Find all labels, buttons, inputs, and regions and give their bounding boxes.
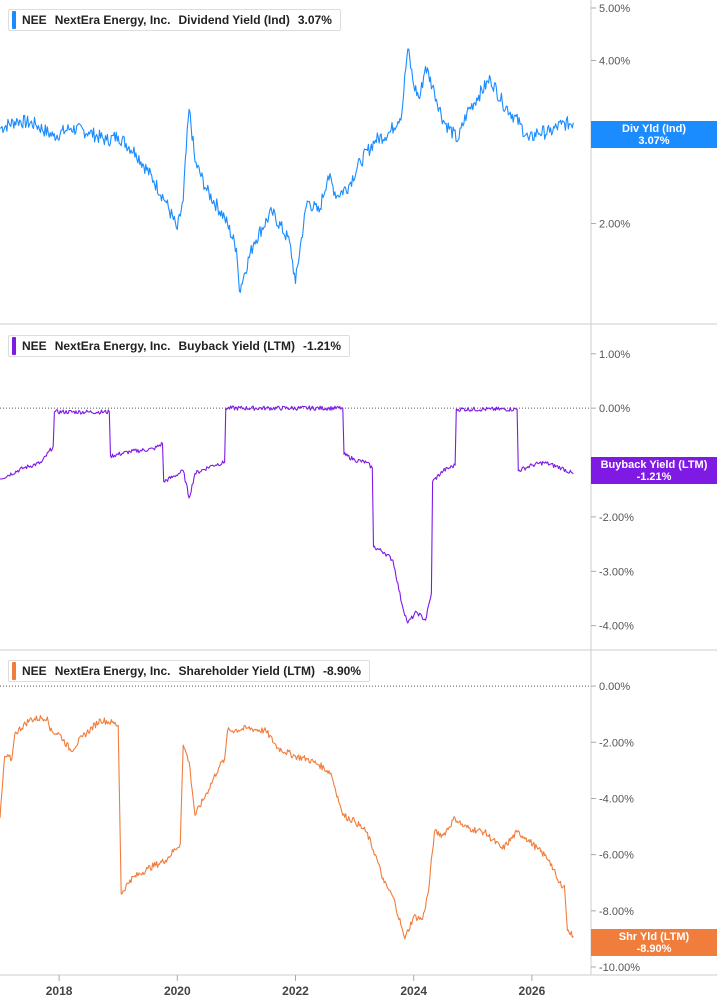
buyback-yield-y-tick-label: -3.00% bbox=[599, 566, 634, 578]
dividend-yield-flag-label: Div Yld (Ind) bbox=[622, 123, 686, 135]
x-tick-label: 2020 bbox=[164, 984, 191, 998]
buyback-yield-y-tick-label: -2.00% bbox=[599, 512, 634, 524]
shareholder-yield-y-tick-label: -6.00% bbox=[599, 850, 634, 862]
buyback-yield-y-tick-label: 0.00% bbox=[599, 403, 630, 415]
buyback-yield-flag-value: -1.21% bbox=[636, 471, 672, 483]
shareholder-yield-y-tick-label: 0.00% bbox=[599, 681, 630, 693]
x-tick-label: 2018 bbox=[46, 984, 73, 998]
buyback-yield-legend-company: NextEra Energy, Inc. bbox=[54, 339, 171, 353]
dividend-yield-y-tick-label: 4.00% bbox=[599, 55, 630, 67]
shareholder-yield-y-tick-label: -10.00% bbox=[599, 962, 640, 974]
buyback-yield-legend-swatch bbox=[12, 337, 16, 355]
shareholder-yield-legend: NEE NextEra Energy, Inc. Shareholder Yie… bbox=[8, 660, 371, 682]
buyback-yield-legend: NEE NextEra Energy, Inc. Buyback Yield (… bbox=[8, 335, 351, 357]
dividend-yield-legend-metric: Dividend Yield (Ind) bbox=[178, 13, 290, 27]
dividend-yield-y-tick-label: 5.00% bbox=[599, 3, 630, 15]
shareholder-yield-series-line bbox=[0, 715, 574, 940]
buyback-yield-flag-label: Buyback Yield (LTM) bbox=[600, 459, 708, 471]
shareholder-yield-legend-company: NextEra Energy, Inc. bbox=[54, 664, 171, 678]
x-tick-label: 2026 bbox=[519, 984, 546, 998]
buyback-yield-y-tick-label: 1.00% bbox=[599, 349, 630, 361]
x-tick-label: 2022 bbox=[282, 984, 309, 998]
dividend-yield-legend-swatch bbox=[12, 11, 16, 29]
shareholder-yield-y-tick-label: -2.00% bbox=[599, 737, 634, 749]
dividend-yield-series-line bbox=[0, 48, 574, 293]
shareholder-yield-legend-value: -8.90% bbox=[322, 664, 362, 678]
dividend-yield-y-tick-label: 2.00% bbox=[599, 219, 630, 231]
shareholder-yield-legend-metric: Shareholder Yield (LTM) bbox=[178, 664, 315, 678]
shareholder-yield-flag-value: -8.90% bbox=[636, 943, 672, 955]
dividend-yield-flag-value: 3.07% bbox=[638, 135, 670, 147]
buyback-yield-legend-value: -1.21% bbox=[302, 339, 342, 353]
dividend-yield-legend: NEE NextEra Energy, Inc. Dividend Yield … bbox=[8, 9, 341, 31]
buyback-yield-value-flag: Buyback Yield (LTM) -1.21% bbox=[591, 457, 717, 484]
buyback-yield-y-tick-label: -4.00% bbox=[599, 621, 634, 633]
dividend-yield-legend-ticker: NEE bbox=[22, 13, 47, 27]
x-tick-label: 2024 bbox=[400, 984, 427, 998]
dividend-yield-legend-value: 3.07% bbox=[297, 13, 332, 27]
buyback-yield-series-line bbox=[0, 405, 574, 624]
shareholder-yield-flag-label: Shr Yld (LTM) bbox=[618, 931, 690, 943]
dividend-yield-legend-company: NextEra Energy, Inc. bbox=[54, 13, 171, 27]
shareholder-yield-y-tick-label: -4.00% bbox=[599, 793, 634, 805]
shareholder-yield-value-flag: Shr Yld (LTM) -8.90% bbox=[591, 929, 717, 956]
shareholder-yield-y-tick-label: -8.00% bbox=[599, 906, 634, 918]
dividend-yield-value-flag: Div Yld (Ind) 3.07% bbox=[591, 121, 717, 148]
shareholder-yield-legend-swatch bbox=[12, 662, 16, 680]
buyback-yield-legend-ticker: NEE bbox=[22, 339, 47, 353]
shareholder-yield-legend-ticker: NEE bbox=[22, 664, 47, 678]
buyback-yield-legend-metric: Buyback Yield (LTM) bbox=[178, 339, 295, 353]
